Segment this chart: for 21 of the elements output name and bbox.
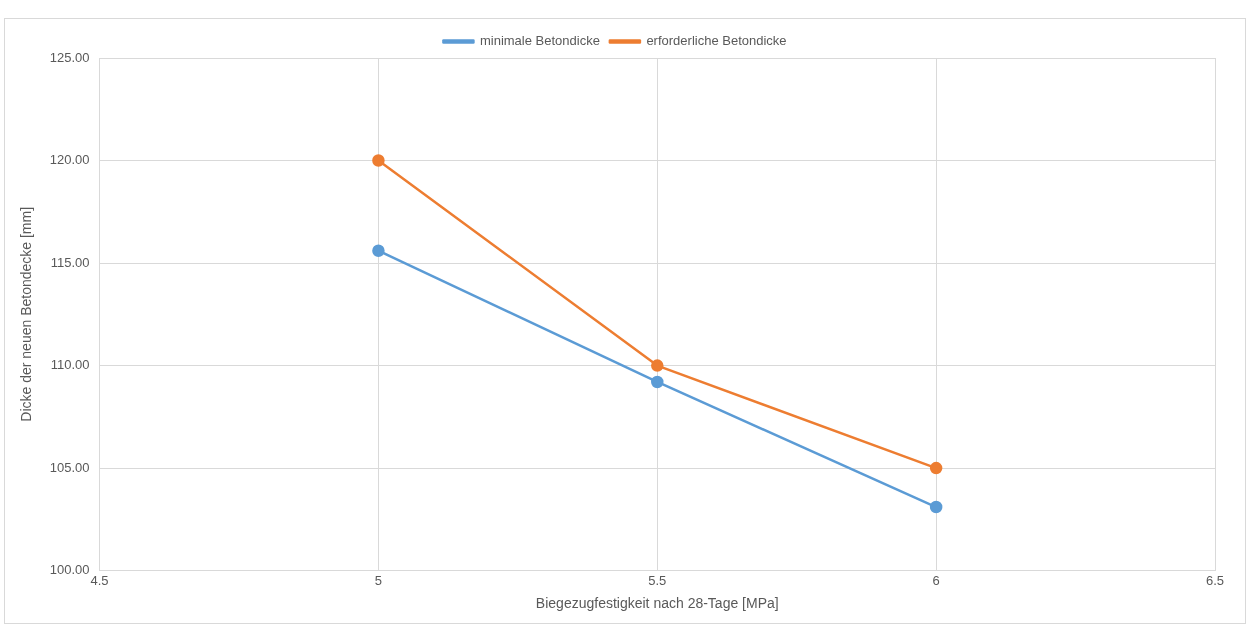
y-tick-label: 105.00 bbox=[49, 459, 90, 475]
point bbox=[651, 359, 664, 372]
y-tick-label: 100.00 bbox=[49, 562, 90, 578]
point bbox=[372, 154, 385, 167]
y-tick-label: 115.00 bbox=[50, 254, 90, 270]
point bbox=[929, 461, 943, 475]
y-tick-label: 120.00 bbox=[49, 152, 90, 168]
y-tick-label: 110.00 bbox=[50, 357, 90, 373]
y-axis-title: Dicke der neuen Betondecke [mm] bbox=[18, 206, 35, 422]
x-tick-label: 5.5 bbox=[648, 572, 667, 588]
point bbox=[651, 375, 664, 389]
legend-label: erforderliche Betondicke bbox=[646, 33, 787, 49]
x-tick-label: 6.5 bbox=[1205, 572, 1225, 588]
point bbox=[929, 500, 943, 514]
x-tick-label: 6 bbox=[932, 572, 940, 588]
x-axis-title: Biegezugfestigkeit nach 28-Tage [MPa] bbox=[535, 595, 779, 612]
x-tick-label: 5 bbox=[374, 572, 383, 588]
y-tick-label: 125.00 bbox=[49, 49, 90, 65]
x-tick-label: 4.5 bbox=[90, 572, 109, 588]
legend-label: minimale Betondicke bbox=[479, 33, 600, 49]
point bbox=[372, 244, 385, 257]
